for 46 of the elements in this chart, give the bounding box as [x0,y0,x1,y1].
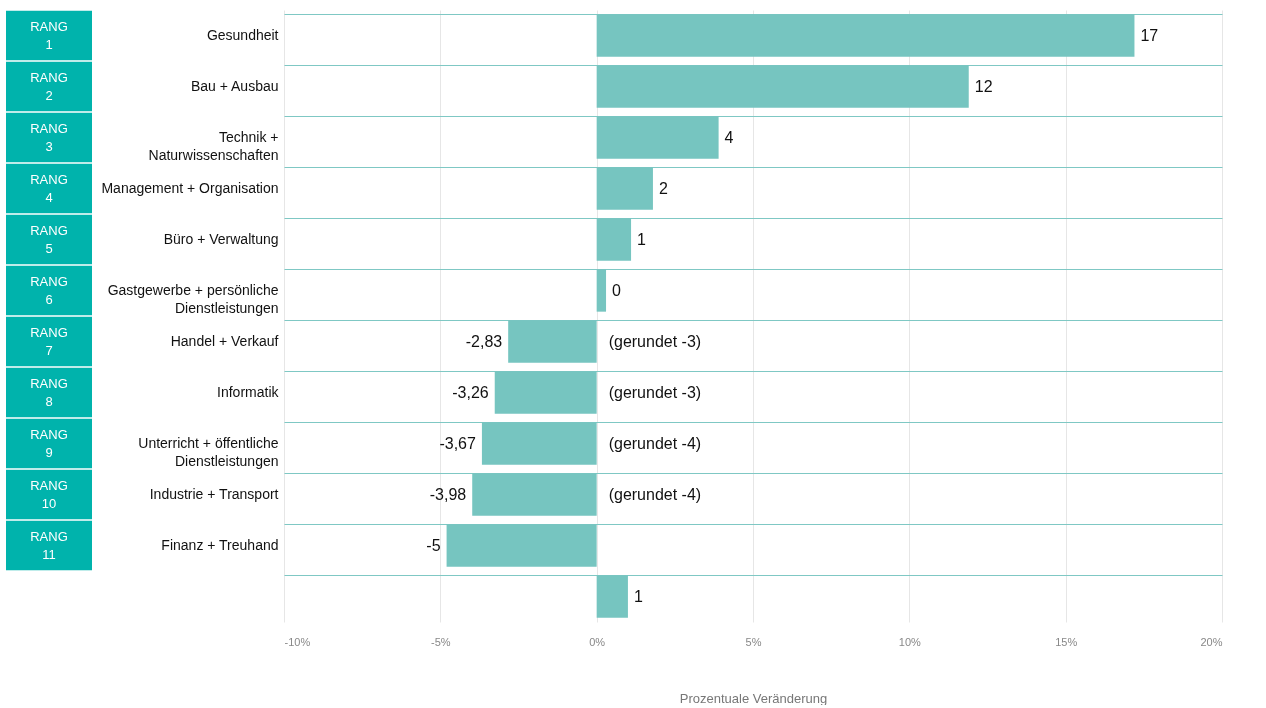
text: RANG 3 [30,120,68,154]
x-tick-label: -5% [431,635,451,648]
y-tick-label: Gastgewerbe + persönliche Dienstleistungen [107,281,279,316]
annotation: (gerundet -3) [608,383,702,401]
annotation: (gerundet -3) [608,332,702,350]
y-tick-label: Management + Organisation [101,179,279,196]
text: RANG 8 [30,375,68,409]
x-tick-label: 0% [589,635,606,648]
data-label: 1 [633,587,643,605]
text: RANG 5 [30,222,68,256]
data-label: -3,67 [439,434,477,452]
data-label: -3,98 [429,485,467,503]
y-tick-label: Unterricht + öffentliche Dienstleistungen [138,434,279,469]
data-label: 2 [658,179,668,197]
y-tick-label: Technik + Naturwissenschaften [148,128,279,163]
data-label: -3,26 [452,383,489,401]
x-tick-label: 5% [745,635,762,648]
text: RANG 4 [30,171,68,205]
y-tick-label: Handel + Verkauf [170,332,279,349]
data-label: 12 [974,77,993,95]
data-label: -5 [426,536,441,554]
data-label: 17 [1140,26,1159,44]
text: RANG 9 [30,426,68,460]
y-tick-label: Finanz + Treuhand [161,536,279,553]
text: RANG 1 [30,18,68,52]
text: RANG 11 [30,528,68,562]
y-tick-label: Informatik [217,383,280,400]
y-tick-label: Büro + Verwaltung [163,230,279,247]
text: RANG 10 [30,477,68,511]
text: RANG 6 [30,273,68,307]
data-label: 4 [724,128,734,146]
x-tick-label: -10% [284,635,311,648]
x-tick-label: 20% [1200,635,1223,648]
x-tick-label: 10% [898,635,922,648]
data-label: 1 [637,230,647,248]
y-tick-label: Bau + Ausbau [190,77,279,94]
annotation: (gerundet -4) [608,434,702,452]
data-label: -2,83 [465,332,503,350]
x-axis-title: Prozentuale Veränderung [679,690,828,706]
x-tick-label: 15% [1055,635,1078,648]
text: RANG 2 [30,69,68,103]
y-tick-label: Gesundheit [206,26,279,43]
text: RANG 7 [30,324,68,358]
data-label: 0 [612,281,622,299]
annotation: (gerundet -4) [608,485,702,503]
y-tick-label: Industrie + Transport [149,485,279,502]
